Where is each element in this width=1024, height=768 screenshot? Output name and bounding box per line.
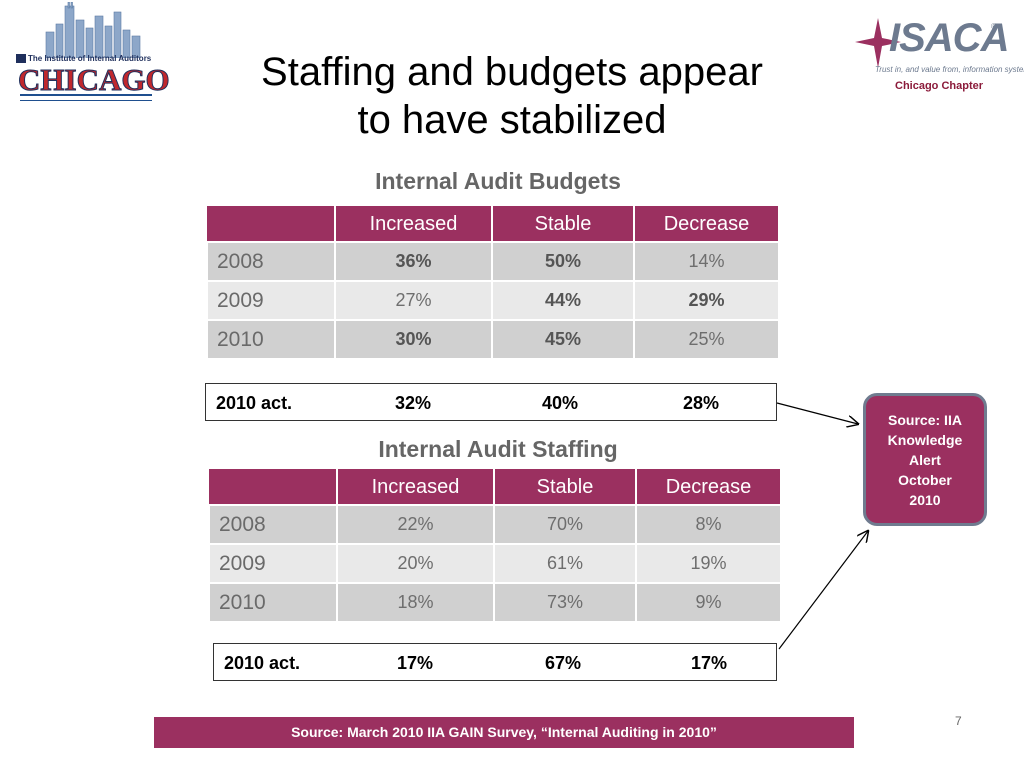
budgets-actual-box: 2010 act. 32% 40% 28% bbox=[205, 383, 777, 421]
decrease-cell: 29% bbox=[633, 280, 780, 321]
year-cell: 2008 bbox=[208, 504, 338, 545]
iia-chicago-logo: The Institute of Internal Auditors CHICA… bbox=[16, 2, 170, 102]
water-lines bbox=[20, 94, 152, 101]
iia-org-text: The Institute of Internal Auditors bbox=[28, 54, 152, 63]
isaca-tagline: Trust in, and value from, information sy… bbox=[875, 65, 1024, 74]
stable-cell: 61% bbox=[493, 543, 637, 584]
year-cell: 2008 bbox=[206, 241, 336, 282]
page-number: 7 bbox=[955, 714, 962, 728]
callout-line: October bbox=[898, 472, 952, 488]
staffing-corner-cell bbox=[208, 469, 338, 506]
footer-source-bar: Source: March 2010 IIA GAIN Survey, “Int… bbox=[154, 717, 854, 748]
table-row: 2009 20% 61% 19% bbox=[208, 543, 782, 584]
table-row: 2010 30% 45% 25% bbox=[206, 319, 780, 360]
actual-stable: 40% bbox=[542, 393, 579, 413]
actual-stable: 67% bbox=[545, 653, 582, 673]
stable-cell: 73% bbox=[493, 582, 637, 623]
budgets-heading: Internal Audit Budgets bbox=[375, 168, 621, 194]
slide-title: Staffing and budgets appear to have stab… bbox=[180, 48, 844, 144]
budgets-col-increased: Increased bbox=[334, 206, 493, 243]
actual-label: 2010 act. bbox=[224, 653, 301, 673]
year-cell: 2009 bbox=[206, 280, 336, 321]
callout-line: Source: IIA bbox=[888, 412, 962, 428]
budgets-table: Increased Stable Decrease 2008 36% 50% 1… bbox=[206, 206, 780, 360]
actual-increased: 32% bbox=[395, 393, 432, 413]
decrease-cell: 9% bbox=[635, 582, 782, 623]
year-cell: 2010 bbox=[208, 582, 338, 623]
callout-line: Alert bbox=[909, 452, 941, 468]
increased-cell: 22% bbox=[336, 504, 495, 545]
staffing-heading: Internal Audit Staffing bbox=[378, 436, 618, 462]
iia-mark-icon bbox=[16, 54, 26, 64]
isaca-chapter: Chicago Chapter bbox=[895, 80, 984, 92]
staffing-header-row: Increased Stable Decrease bbox=[208, 469, 782, 506]
callout-line: Knowledge bbox=[887, 432, 963, 448]
year-cell: 2009 bbox=[208, 543, 338, 584]
decrease-cell: 14% bbox=[633, 241, 780, 282]
staffing-table: Increased Stable Decrease 2008 22% 70% 8… bbox=[208, 469, 782, 623]
increased-cell: 36% bbox=[334, 241, 493, 282]
isaca-star-icon bbox=[855, 18, 901, 68]
staffing-col-decrease: Decrease bbox=[635, 469, 782, 506]
staffing-col-stable: Stable bbox=[493, 469, 637, 506]
increased-cell: 30% bbox=[334, 319, 493, 360]
budgets-corner-cell bbox=[206, 206, 336, 243]
chicago-wordmark: CHICAGO bbox=[18, 62, 171, 98]
stable-cell: 45% bbox=[491, 319, 635, 360]
isaca-logo: ISACA ® Trust in, and value from, inform… bbox=[855, 12, 1024, 102]
title-line-2: to have stabilized bbox=[357, 98, 667, 142]
arrow-budgets-to-callout bbox=[776, 402, 858, 424]
stable-cell: 50% bbox=[491, 241, 635, 282]
table-row: 2008 22% 70% 8% bbox=[208, 504, 782, 545]
table-row: 2008 36% 50% 14% bbox=[206, 241, 780, 282]
budgets-header-row: Increased Stable Decrease bbox=[206, 206, 780, 243]
actual-decrease: 17% bbox=[691, 653, 728, 673]
budgets-col-stable: Stable bbox=[491, 206, 635, 243]
actual-decrease: 28% bbox=[683, 393, 720, 413]
budgets-col-decrease: Decrease bbox=[633, 206, 780, 243]
staffing-col-increased: Increased bbox=[336, 469, 495, 506]
isaca-wordmark: ISACA bbox=[889, 16, 1009, 60]
arrow-staffing-to-callout bbox=[778, 531, 868, 650]
increased-cell: 18% bbox=[336, 582, 495, 623]
callout-line: 2010 bbox=[909, 492, 941, 508]
table-row: 2009 27% 44% 29% bbox=[206, 280, 780, 321]
increased-cell: 20% bbox=[336, 543, 495, 584]
decrease-cell: 19% bbox=[635, 543, 782, 584]
title-line-1: Staffing and budgets appear bbox=[261, 50, 763, 94]
stable-cell: 44% bbox=[491, 280, 635, 321]
decrease-cell: 8% bbox=[635, 504, 782, 545]
skyline-icon bbox=[45, 2, 141, 58]
source-callout: Source: IIA Knowledge Alert October 2010 bbox=[863, 393, 987, 526]
actual-increased: 17% bbox=[397, 653, 434, 673]
isaca-registered-mark: ® bbox=[991, 22, 997, 31]
iia-org-line: The Institute of Internal Auditors bbox=[16, 54, 156, 64]
table-row: 2010 18% 73% 9% bbox=[208, 582, 782, 623]
stable-cell: 70% bbox=[493, 504, 637, 545]
increased-cell: 27% bbox=[334, 280, 493, 321]
year-cell: 2010 bbox=[206, 319, 336, 360]
staffing-actual-box: 2010 act. 17% 67% 17% bbox=[213, 643, 777, 681]
decrease-cell: 25% bbox=[633, 319, 780, 360]
actual-label: 2010 act. bbox=[216, 393, 293, 413]
